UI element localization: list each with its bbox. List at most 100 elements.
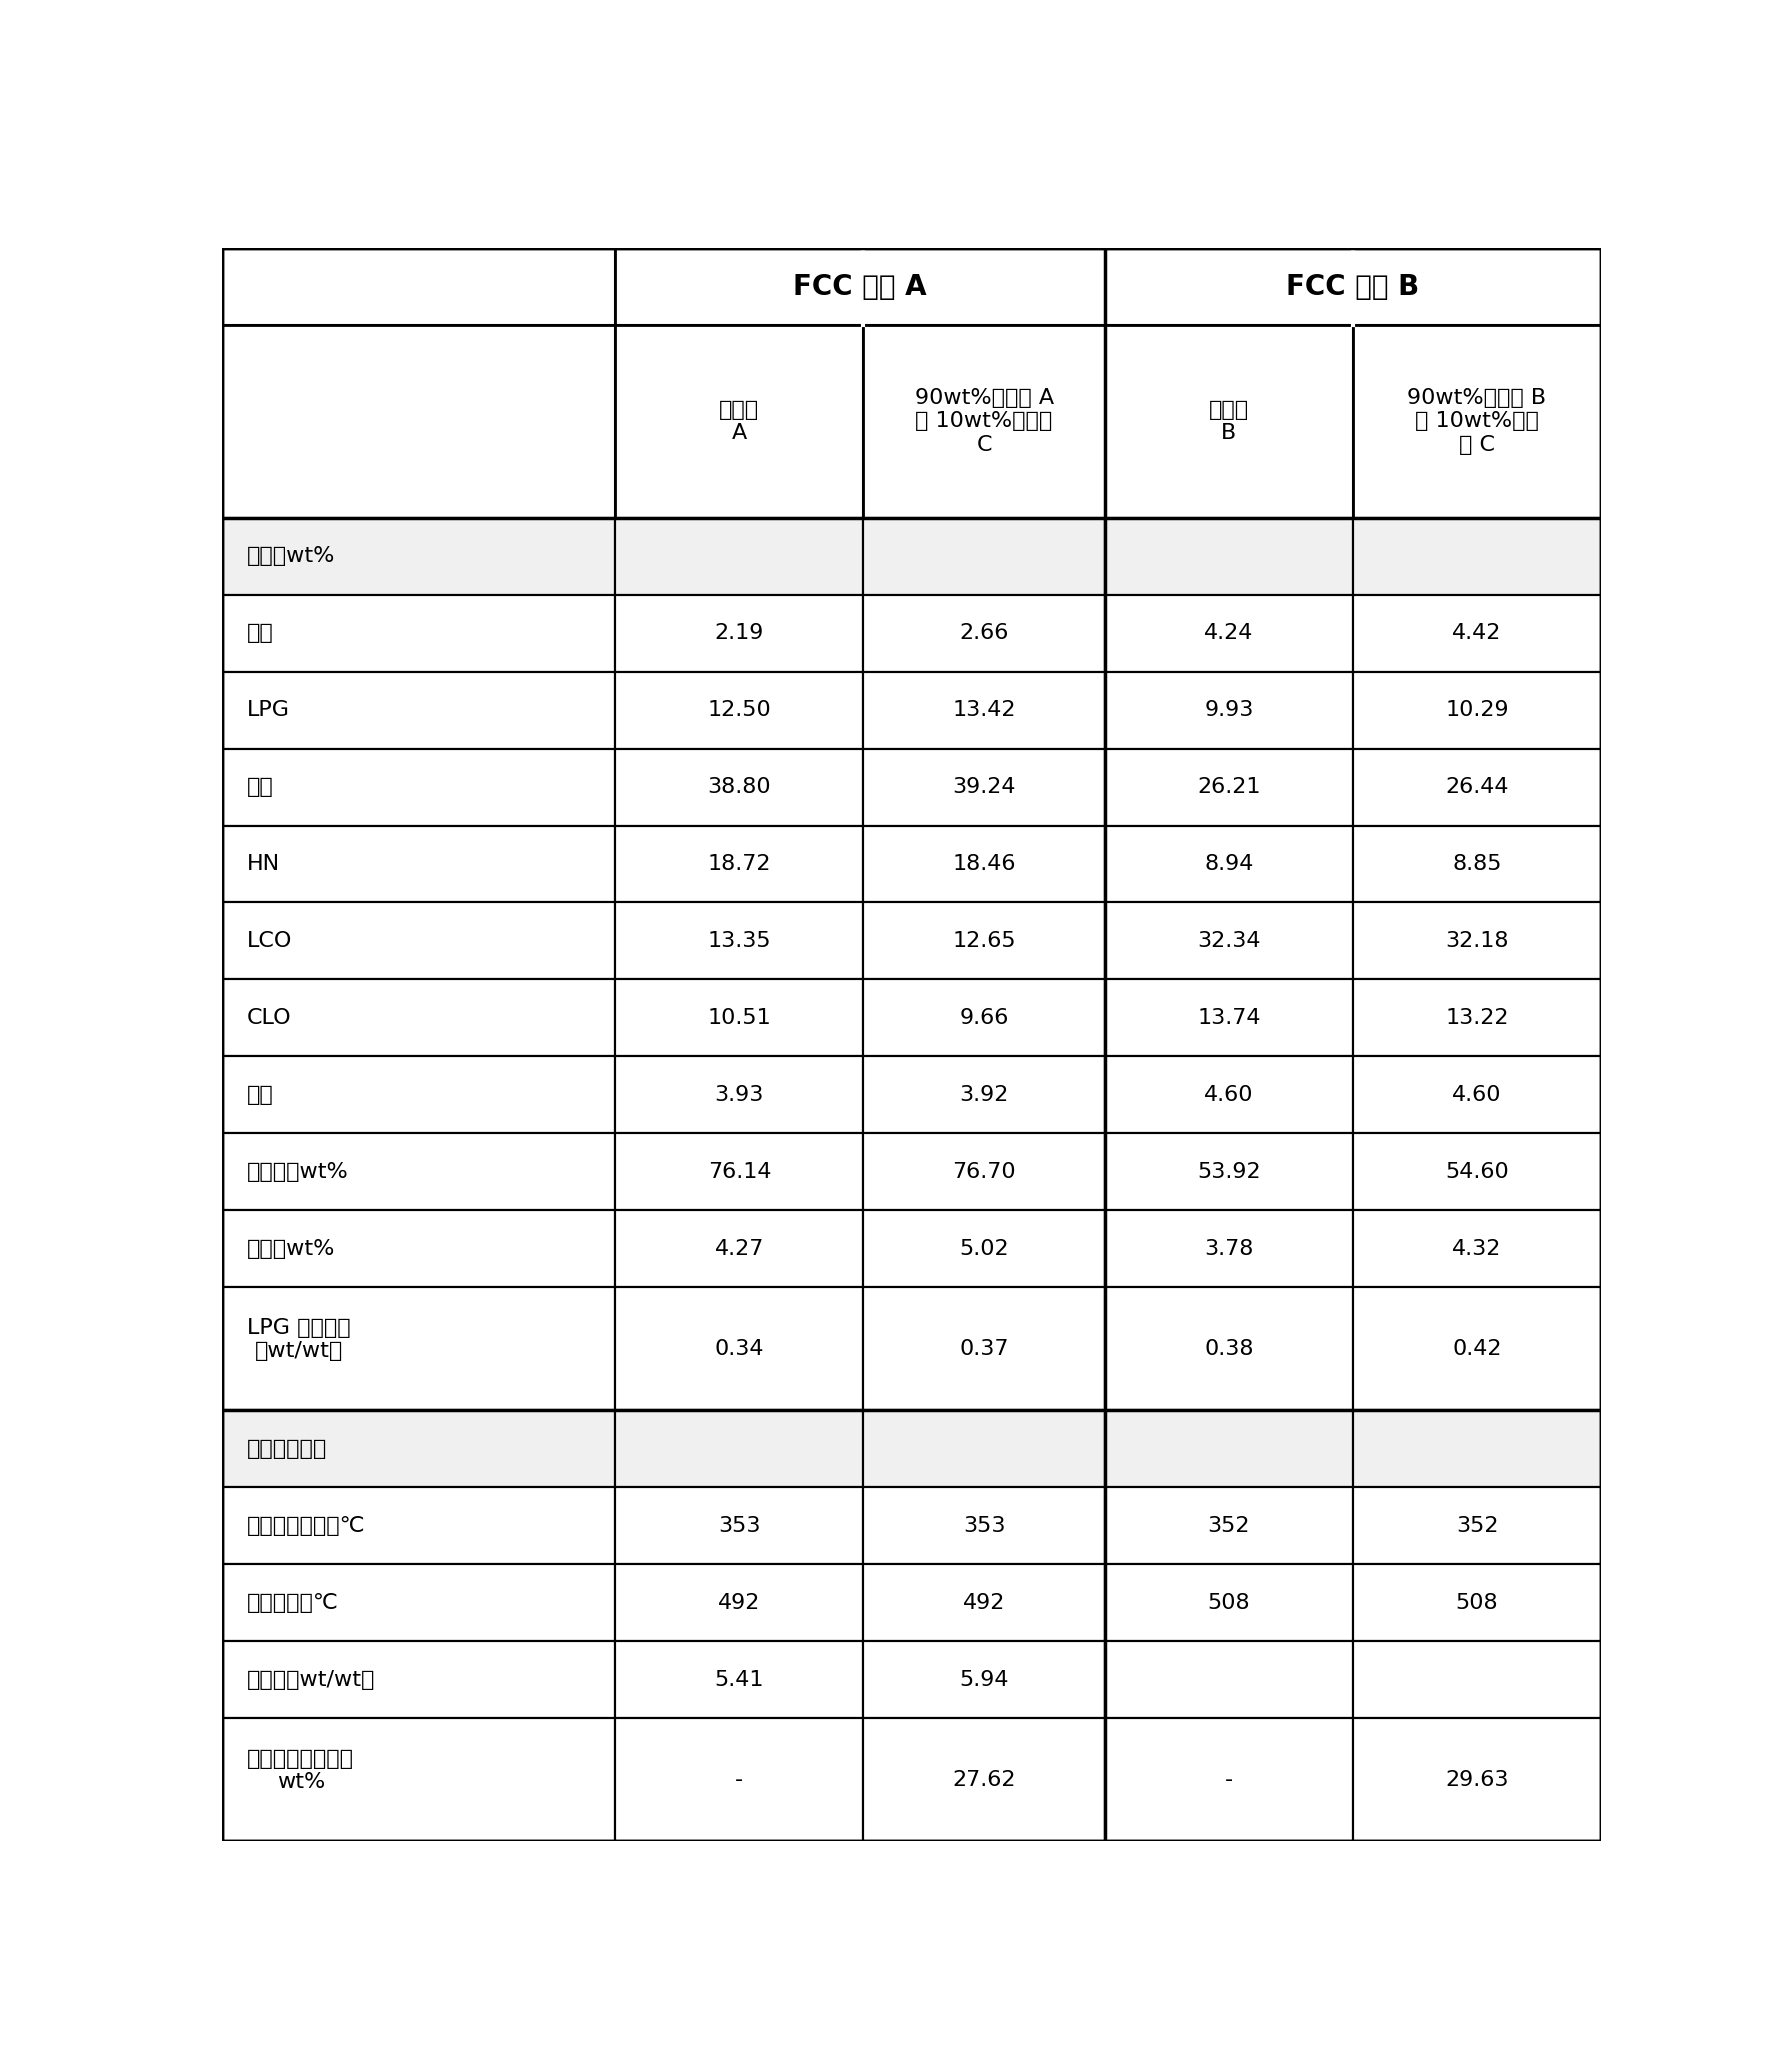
Text: 13.35: 13.35 — [708, 931, 772, 952]
Text: 12.50: 12.50 — [708, 699, 772, 720]
Polygon shape — [222, 1210, 616, 1287]
Polygon shape — [1105, 1287, 1352, 1411]
Polygon shape — [1352, 594, 1601, 672]
Polygon shape — [616, 1564, 863, 1641]
Polygon shape — [1105, 1134, 1352, 1210]
Polygon shape — [1105, 594, 1352, 672]
Polygon shape — [1105, 1057, 1352, 1134]
Text: 76.14: 76.14 — [708, 1163, 770, 1181]
Polygon shape — [222, 749, 616, 826]
Text: 10.51: 10.51 — [708, 1008, 772, 1028]
Text: 38.80: 38.80 — [708, 778, 772, 797]
Text: 29.63: 29.63 — [1445, 1769, 1509, 1790]
Polygon shape — [863, 594, 1105, 672]
Text: 90wt%催化剂 A
和 10wt%催化剂
C: 90wt%催化剂 A 和 10wt%催化剂 C — [914, 389, 1053, 455]
Text: 4.60: 4.60 — [1204, 1084, 1254, 1105]
Text: 进料预热温度，℃: 进料预热温度，℃ — [247, 1517, 366, 1535]
Text: 3.93: 3.93 — [715, 1084, 765, 1105]
Polygon shape — [863, 672, 1105, 749]
Polygon shape — [1105, 902, 1352, 979]
Text: 18.72: 18.72 — [708, 854, 770, 873]
Polygon shape — [222, 248, 616, 325]
Polygon shape — [1105, 325, 1352, 517]
Text: 4.24: 4.24 — [1204, 623, 1254, 643]
Text: 8.85: 8.85 — [1452, 854, 1501, 873]
Polygon shape — [616, 325, 863, 517]
Polygon shape — [1352, 517, 1601, 594]
Polygon shape — [616, 594, 863, 672]
Polygon shape — [1352, 325, 1601, 517]
Text: 54.60: 54.60 — [1445, 1163, 1509, 1181]
Text: LPG: LPG — [247, 699, 290, 720]
Polygon shape — [1352, 1564, 1601, 1641]
Text: 10.29: 10.29 — [1445, 699, 1509, 720]
Polygon shape — [1105, 248, 1601, 325]
Polygon shape — [863, 1057, 1105, 1134]
Text: 18.46: 18.46 — [952, 854, 1016, 873]
Polygon shape — [616, 826, 863, 902]
Text: 90wt%催化剂 B
和 10wt%催化
剂 C: 90wt%催化剂 B 和 10wt%催化 剂 C — [1407, 389, 1546, 455]
Polygon shape — [1105, 517, 1352, 594]
Text: 8.94: 8.94 — [1204, 854, 1254, 873]
Polygon shape — [863, 1564, 1105, 1641]
Text: 39.24: 39.24 — [952, 778, 1016, 797]
Text: 0.38: 0.38 — [1204, 1339, 1254, 1359]
Polygon shape — [863, 325, 1105, 517]
Polygon shape — [222, 1411, 616, 1488]
Text: 352: 352 — [1208, 1517, 1251, 1535]
Polygon shape — [1352, 1488, 1601, 1564]
Polygon shape — [863, 1210, 1105, 1287]
Polygon shape — [1105, 1488, 1352, 1564]
Polygon shape — [1352, 826, 1601, 902]
Polygon shape — [863, 979, 1105, 1057]
Polygon shape — [616, 902, 863, 979]
Text: 9.66: 9.66 — [959, 1008, 1009, 1028]
Polygon shape — [222, 1564, 616, 1641]
Polygon shape — [616, 517, 863, 594]
Text: 9.93: 9.93 — [1204, 699, 1254, 720]
Text: 26.21: 26.21 — [1197, 778, 1261, 797]
Polygon shape — [616, 1287, 863, 1411]
Text: HN: HN — [247, 854, 281, 873]
Text: 13.22: 13.22 — [1445, 1008, 1509, 1028]
Text: 催化剂
A: 催化剂 A — [719, 399, 760, 443]
Polygon shape — [1105, 979, 1352, 1057]
Polygon shape — [222, 979, 616, 1057]
Text: 剂油比（wt/wt）: 剂油比（wt/wt） — [247, 1670, 375, 1690]
Polygon shape — [1352, 672, 1601, 749]
Text: 5.02: 5.02 — [959, 1239, 1009, 1258]
Polygon shape — [616, 1488, 863, 1564]
Text: 492: 492 — [962, 1593, 1005, 1614]
Polygon shape — [1352, 979, 1601, 1057]
Text: LPG 中的丙烯
（wt/wt）: LPG 中的丙烯 （wt/wt） — [247, 1318, 350, 1361]
Polygon shape — [863, 1641, 1105, 1717]
Text: 32.18: 32.18 — [1445, 931, 1509, 952]
Text: 5.94: 5.94 — [959, 1670, 1009, 1690]
Text: 13.74: 13.74 — [1197, 1008, 1261, 1028]
Polygon shape — [616, 1057, 863, 1134]
Polygon shape — [222, 1287, 616, 1411]
Text: 转化率，wt%: 转化率，wt% — [247, 1163, 349, 1181]
Polygon shape — [863, 1488, 1105, 1564]
Polygon shape — [1105, 672, 1352, 749]
Text: 3.78: 3.78 — [1204, 1239, 1254, 1258]
Polygon shape — [1105, 1411, 1352, 1488]
Polygon shape — [616, 1134, 863, 1210]
Polygon shape — [222, 1134, 616, 1210]
Polygon shape — [863, 902, 1105, 979]
Polygon shape — [222, 594, 616, 672]
Text: 353: 353 — [962, 1517, 1005, 1535]
Polygon shape — [616, 672, 863, 749]
Text: 丙烯，wt%: 丙烯，wt% — [247, 1239, 336, 1258]
Text: 干气: 干气 — [247, 623, 274, 643]
Text: 76.70: 76.70 — [952, 1163, 1016, 1181]
Polygon shape — [222, 1641, 616, 1717]
Polygon shape — [1105, 1641, 1352, 1717]
Text: 反应温度，℃: 反应温度，℃ — [247, 1593, 340, 1614]
Text: 焦炭: 焦炭 — [247, 1084, 274, 1105]
Polygon shape — [616, 1411, 863, 1488]
Text: FCC 装置 B: FCC 装置 B — [1286, 273, 1420, 300]
Text: 0.42: 0.42 — [1452, 1339, 1501, 1359]
Polygon shape — [222, 1488, 616, 1564]
Polygon shape — [222, 902, 616, 979]
